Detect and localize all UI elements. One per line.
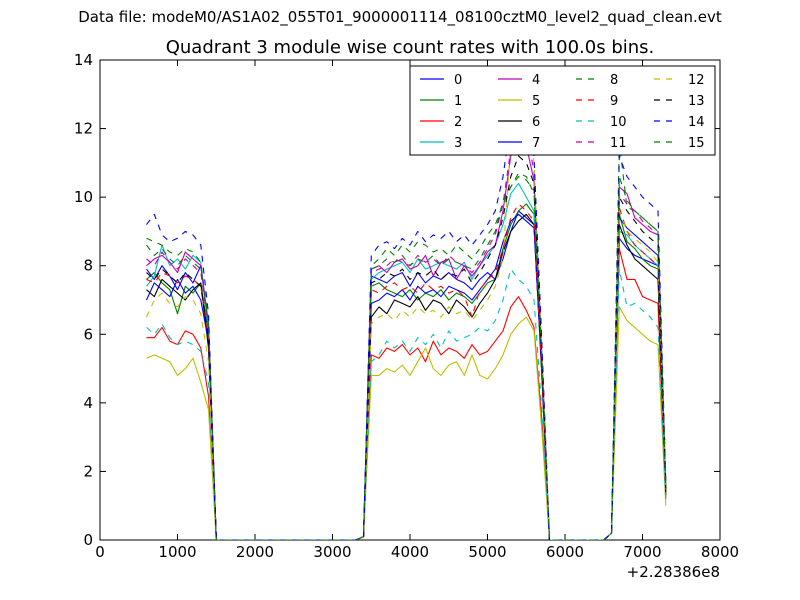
legend-label-12: 12 xyxy=(688,73,705,88)
series-group xyxy=(145,93,667,540)
legend-label-11: 11 xyxy=(610,136,627,151)
legend-label-0: 0 xyxy=(454,73,462,88)
x-tick-label: 1000 xyxy=(158,543,196,561)
x-tick-label: 6000 xyxy=(546,543,584,561)
series-line-5 xyxy=(146,306,667,540)
legend-label-3: 3 xyxy=(454,136,462,151)
legend-label-1: 1 xyxy=(454,94,462,109)
legend-label-6: 6 xyxy=(532,115,540,130)
y-tick-label: 2 xyxy=(83,462,93,480)
x-tick-label: 4000 xyxy=(391,543,429,561)
y-tick-label: 10 xyxy=(74,188,93,206)
legend-label-15: 15 xyxy=(688,136,705,151)
series-line-3 xyxy=(146,182,667,540)
figure-suptitle: Data file: modeM0/AS1A02_055T01_90000011… xyxy=(78,8,722,26)
series-line-6 xyxy=(146,213,667,540)
y-tick-label: 6 xyxy=(83,325,93,343)
legend-label-2: 2 xyxy=(454,115,462,130)
legend-box xyxy=(409,65,716,156)
legend-label-13: 13 xyxy=(688,94,705,109)
x-tick-label: 8000 xyxy=(701,543,739,561)
series-line-9 xyxy=(146,203,667,540)
series-line-8 xyxy=(146,141,667,540)
y-tick-label: 0 xyxy=(83,531,93,549)
y-tick-label: 12 xyxy=(74,120,93,138)
x-tick-label: 0 xyxy=(95,543,105,561)
y-tick-label: 4 xyxy=(83,394,93,412)
series-line-7 xyxy=(145,213,667,540)
series-line-4 xyxy=(146,138,667,540)
legend-label-9: 9 xyxy=(610,94,618,109)
legend-label-14: 14 xyxy=(688,115,705,130)
series-line-12 xyxy=(145,93,667,540)
legend-label-10: 10 xyxy=(610,115,627,130)
series-line-0 xyxy=(146,210,667,540)
chart-title: Quadrant 3 module wise count rates with … xyxy=(165,37,655,58)
legend-label-4: 4 xyxy=(532,73,540,88)
y-tick-label: 8 xyxy=(83,257,93,275)
legend-label-8: 8 xyxy=(610,73,618,88)
x-tick-label: 2000 xyxy=(236,543,274,561)
legend-label-7: 7 xyxy=(532,136,540,151)
x-offset-label: +2.28386e8 xyxy=(627,563,720,581)
x-tick-label: 3000 xyxy=(313,543,351,561)
series-line-2 xyxy=(146,248,667,540)
legend-label-5: 5 xyxy=(532,94,540,109)
y-tick-label: 14 xyxy=(74,51,93,69)
x-tick-label: 7000 xyxy=(623,543,661,561)
x-tick-label: 5000 xyxy=(468,543,506,561)
series-line-1 xyxy=(146,203,667,540)
